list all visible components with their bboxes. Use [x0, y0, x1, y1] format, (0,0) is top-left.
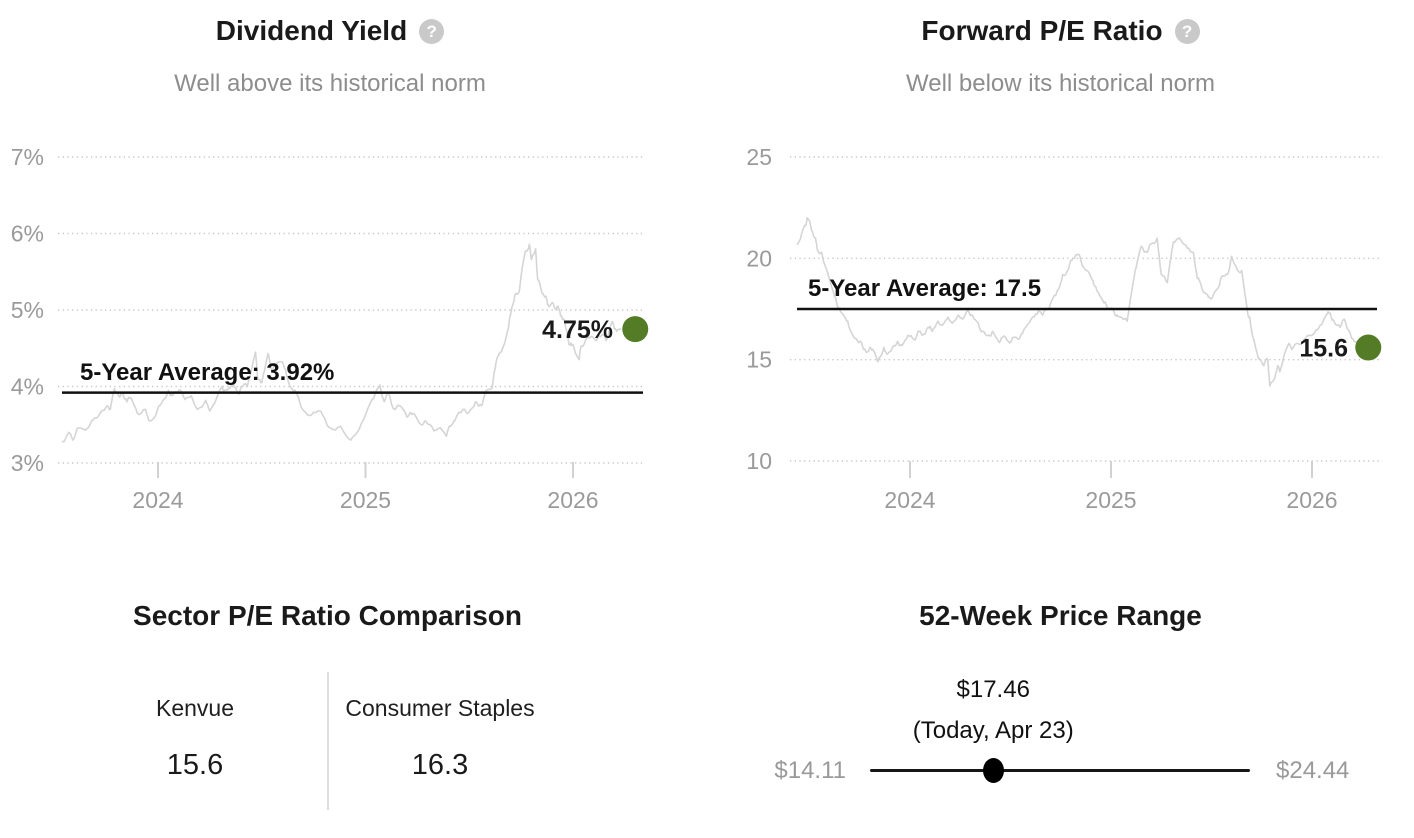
x-axis-tick-label: 2025 — [1085, 487, 1136, 513]
sector-column-consumer-staples: Consumer Staples — [335, 695, 545, 722]
current-price: $17.46 — [956, 676, 1030, 703]
current-value-label: 4.75% — [542, 316, 613, 344]
forward-pe-subtitle: Well below its historical norm — [906, 70, 1215, 97]
sector-comparison-title: Sector P/E Ratio Comparison — [133, 600, 522, 631]
x-axis-tick-label: 2026 — [1286, 487, 1337, 513]
dividend-yield-header: Dividend Yield ? Well above its historic… — [0, 14, 660, 98]
dividend-yield-subtitle: Well above its historical norm — [174, 70, 486, 97]
forward-pe-chart: 25 20 15 10 2024 2025 2026 5-Year Average: 17.5… — [746, 144, 1382, 513]
price-series-line — [61, 243, 622, 443]
y-axis-tick-label: 3% — [11, 450, 44, 476]
range-current-dot — [982, 758, 1004, 783]
column-divider — [327, 672, 329, 810]
y-axis-tick-label: 4% — [11, 374, 44, 400]
x-axis-tick-label: 2024 — [884, 487, 935, 513]
current-value-dot — [1355, 334, 1382, 361]
help-icon[interactable]: ? — [1174, 18, 1200, 44]
help-icon[interactable]: ? — [419, 18, 445, 44]
dividend-yield-title: Dividend Yield — [215, 15, 408, 46]
average-line-label: 5-Year Average: 17.5 — [808, 275, 1041, 302]
price-range-current: $17.46 (Today, Apr 23) — [883, 676, 1103, 745]
y-axis-tick-label: 10 — [746, 448, 772, 474]
forward-pe-title: Forward P/E Ratio — [921, 15, 1163, 46]
range-low-label: $14.11 — [774, 757, 846, 784]
price-series-line — [796, 217, 1361, 387]
sector-column-value: 15.6 — [166, 749, 224, 781]
current-value-dot — [622, 316, 649, 343]
y-axis-tick-label: 15 — [746, 347, 772, 373]
price-range-title: 52-Week Price Range — [919, 600, 1202, 631]
question-mark-glyph: ? — [1181, 21, 1193, 41]
y-axis-tick-label: 20 — [746, 245, 772, 271]
current-price-caption: (Today, Apr 23) — [912, 717, 1074, 744]
forward-pe-header: Forward P/E Ratio ? Well below its histo… — [707, 14, 1414, 98]
sector-column-label: Kenvue — [155, 695, 234, 721]
x-axis-tick-label: 2026 — [547, 487, 598, 513]
y-axis-tick-label: 7% — [11, 144, 44, 170]
question-mark-glyph: ? — [426, 21, 437, 41]
sector-column-kenvue: Kenvue — [75, 695, 315, 722]
sector-column-label: Consumer Staples — [345, 695, 535, 721]
sector-column-value: 16.3 — [411, 749, 469, 781]
range-high-label: $24.44 — [1276, 757, 1350, 784]
x-axis-tick-label: 2024 — [132, 487, 183, 513]
x-axis-tick-label: 2025 — [340, 487, 391, 513]
dividend-yield-chart: 7% 6% 5% 4% 3% 2024 2025 2026 5-Year Average: 3.… — [11, 144, 649, 513]
y-axis-tick-label: 6% — [11, 221, 44, 247]
range-track — [870, 769, 1250, 772]
y-axis-tick-label: 5% — [11, 297, 44, 323]
average-line-label: 5-Year Average: 3.92% — [80, 359, 334, 386]
current-value-label: 15.6 — [1299, 335, 1348, 363]
y-axis-tick-label: 25 — [746, 144, 772, 170]
